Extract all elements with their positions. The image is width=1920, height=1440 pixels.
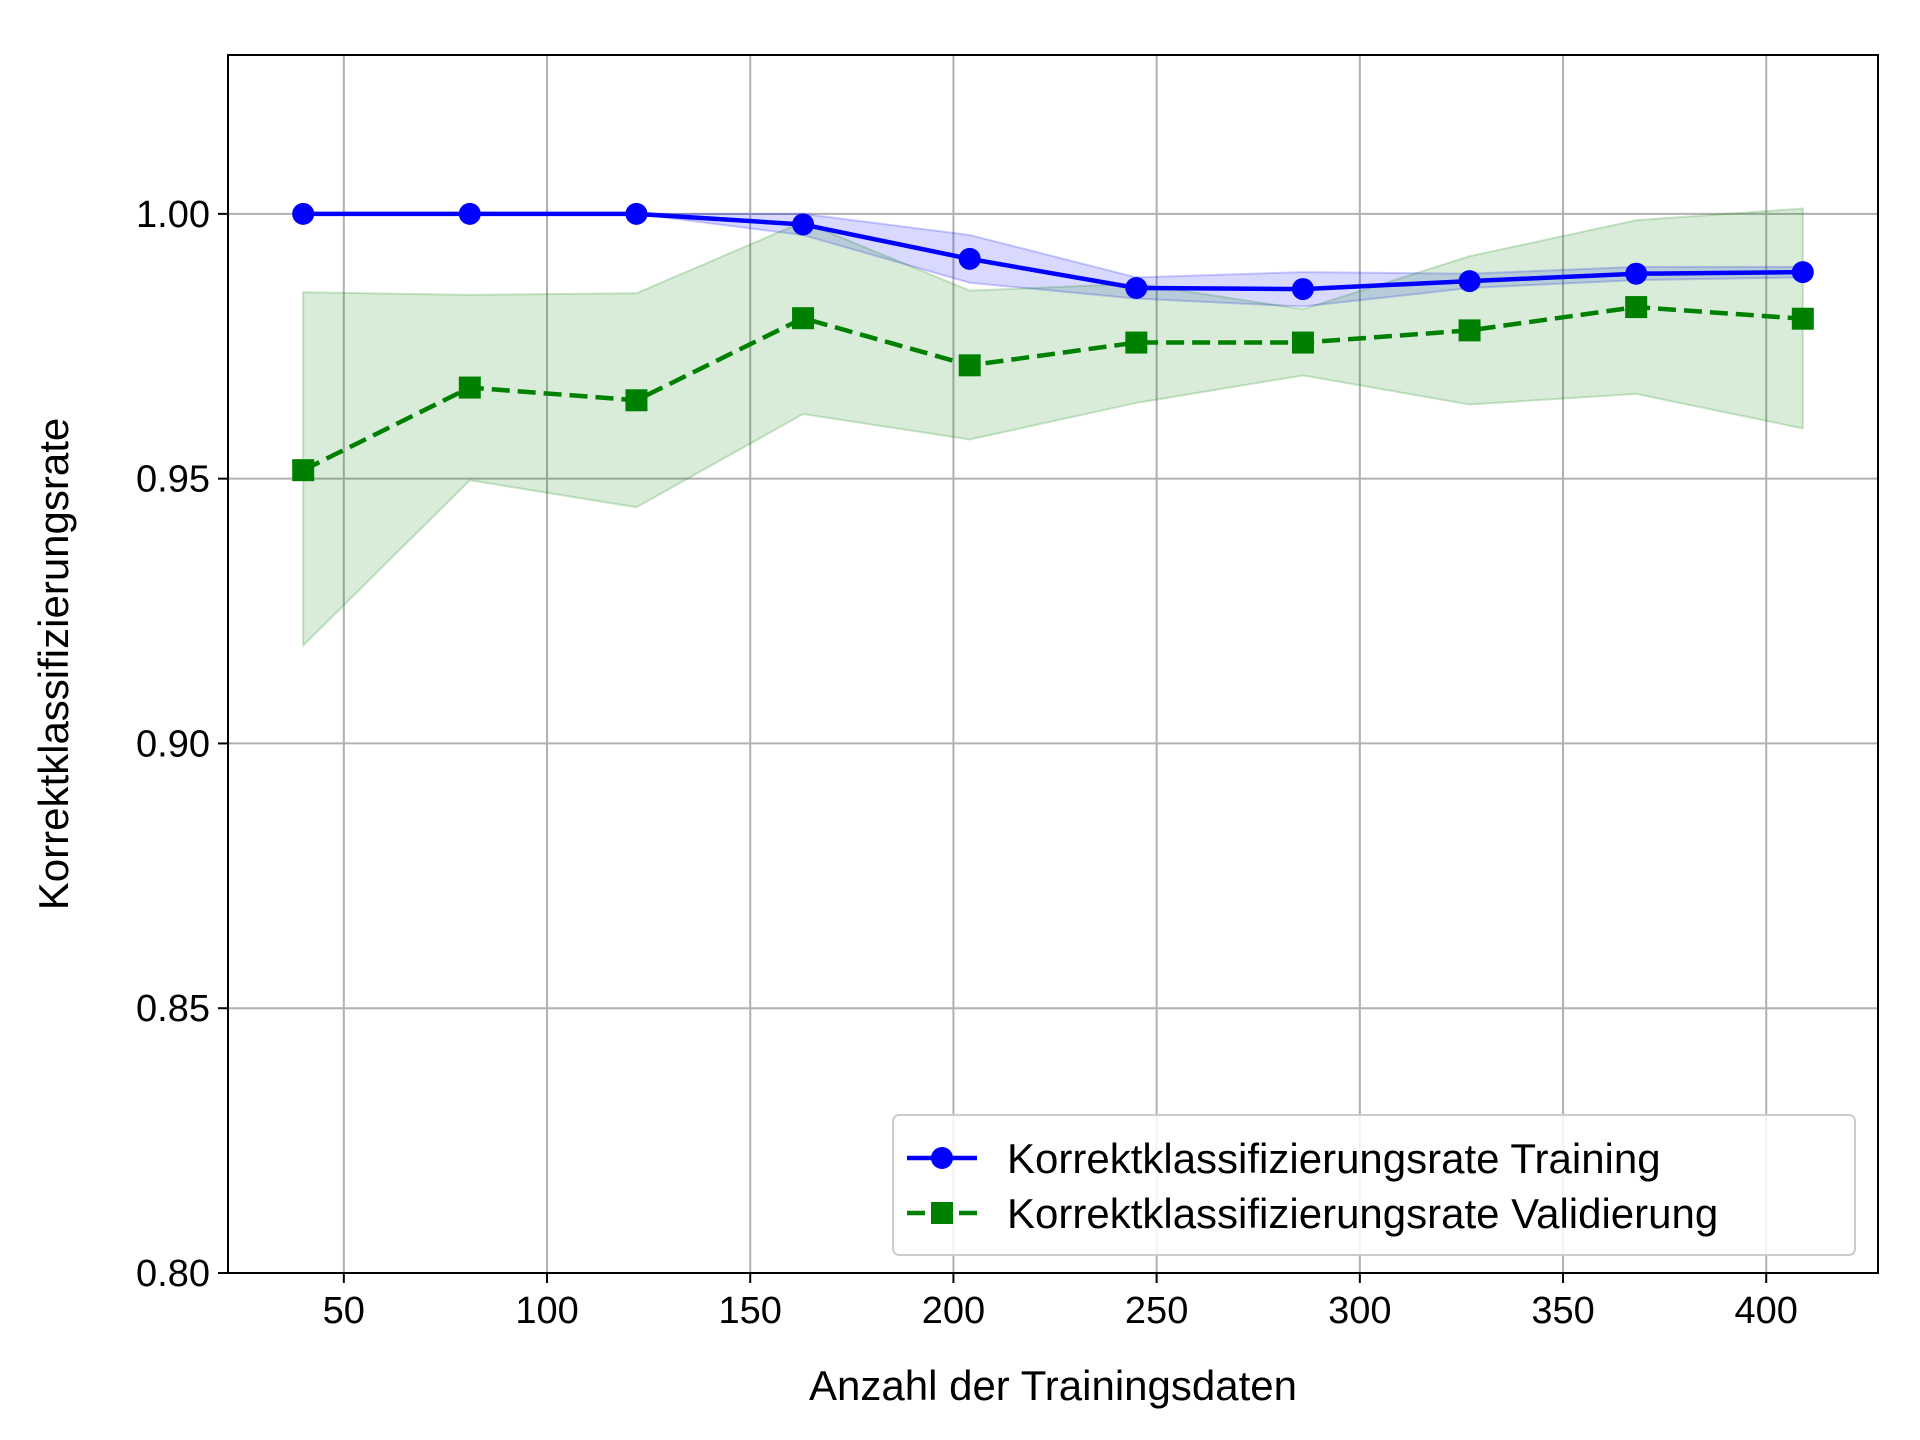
- x-tick-label: 350: [1531, 1290, 1594, 1332]
- y-tick-label: 0.85: [136, 988, 210, 1030]
- point-series-1: [1458, 319, 1481, 342]
- x-tick-label: 200: [922, 1290, 985, 1332]
- legend-label-validation: Korrektklassifizierungsrate Validierung: [1007, 1190, 1718, 1237]
- legend-box: [892, 1114, 1856, 1256]
- legend-marker-training: [931, 1147, 953, 1169]
- x-tick-label: 300: [1328, 1290, 1391, 1332]
- point-series-0: [1791, 261, 1814, 284]
- line-series-1: [302, 304, 1803, 473]
- line-series-0: [303, 211, 1803, 292]
- point-series-1: [1125, 331, 1148, 354]
- point-series-0: [1291, 278, 1314, 301]
- point-series-1: [625, 389, 648, 412]
- axis-ticks: 50 100 150 200 250 300 350 400 0.80 0.85 0.90 0.95 1…: [136, 194, 1798, 1332]
- y-axis-label: Korrektklassifizierungsrate: [30, 418, 77, 911]
- point-series-1: [792, 307, 815, 330]
- x-tick-label: 250: [1125, 1290, 1188, 1332]
- x-axis-label: Anzahl der Trainingsdaten: [809, 1362, 1297, 1409]
- series-lines: [292, 202, 1814, 482]
- point-series-0: [958, 247, 981, 270]
- point-series-0: [1125, 277, 1148, 300]
- legend: Korrektklassifizierungsrate Training Kor…: [892, 1114, 1856, 1256]
- plot-frame: [227, 54, 1879, 1274]
- legend-label-training: Korrektklassifizierungsrate Training: [1007, 1135, 1661, 1182]
- y-tick-label: 0.80: [136, 1253, 210, 1295]
- x-tick-label: 50: [323, 1290, 365, 1332]
- point-series-0: [458, 202, 481, 225]
- point-series-1: [958, 354, 981, 377]
- legend-marker-validation: [931, 1202, 953, 1224]
- y-tick-label: 1.00: [136, 194, 210, 236]
- point-series-1: [1791, 307, 1814, 330]
- y-tick-label: 0.95: [136, 459, 210, 501]
- point-series-0: [625, 202, 648, 225]
- y-tick-label: 0.90: [136, 723, 210, 765]
- x-tick-label: 150: [719, 1290, 782, 1332]
- point-series-0: [792, 213, 815, 236]
- point-series-0: [1458, 270, 1481, 293]
- point-series-0: [1625, 262, 1648, 285]
- point-series-0: [292, 202, 315, 225]
- point-series-1: [1291, 331, 1314, 354]
- x-tick-label: 100: [515, 1290, 578, 1332]
- x-tick-label: 400: [1735, 1290, 1798, 1332]
- point-series-1: [1625, 296, 1648, 319]
- band-series-1: [302, 207, 1804, 648]
- point-series-1: [458, 376, 481, 399]
- point-series-1: [292, 459, 315, 482]
